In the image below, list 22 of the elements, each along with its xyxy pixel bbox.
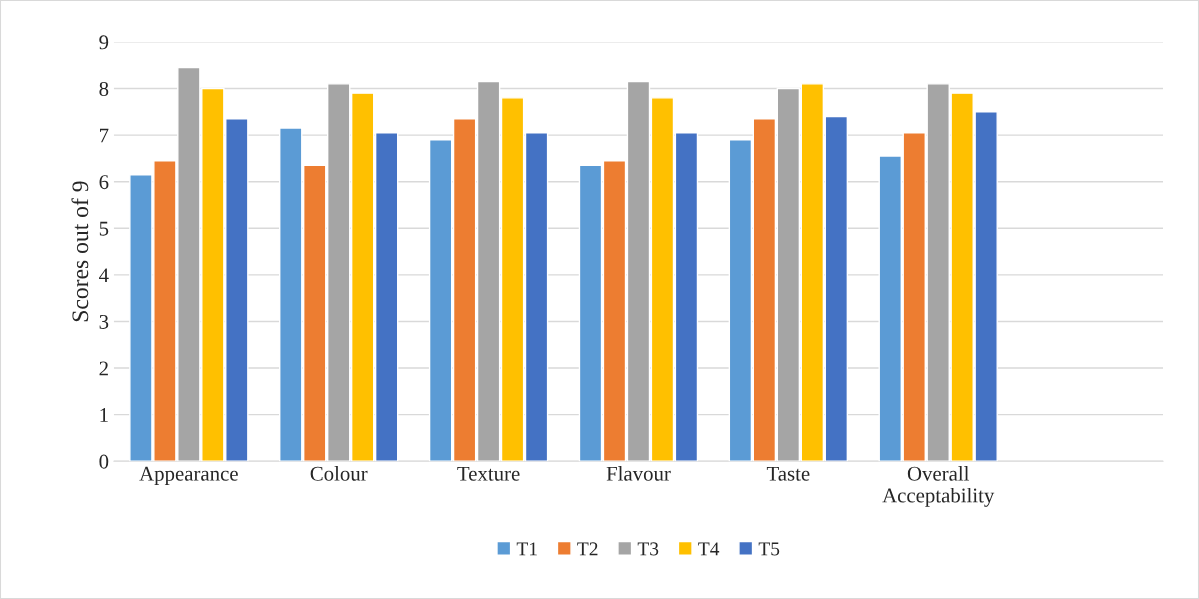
y-tick-label: 3 (99, 314, 109, 329)
y-tick-label: 5 (99, 221, 109, 236)
y-axis-title: Scores out of 9 (71, 181, 89, 322)
x-tick-label: Colour (310, 466, 368, 481)
y-tick-label: 6 (99, 175, 109, 190)
legend-label: T2 (577, 542, 598, 556)
y-tick-label: 4 (99, 268, 109, 283)
legend-label: T3 (637, 542, 659, 556)
x-tick-label: Taste (766, 466, 810, 481)
y-tick-label: 0 (99, 454, 109, 469)
x-tick-label: Flavour (606, 466, 671, 481)
legend-label: T1 (516, 542, 537, 556)
y-tick-label: 9 (99, 35, 109, 50)
y-tick-label: 2 (99, 361, 108, 376)
x-tick-label: Texture (457, 466, 520, 481)
legend-label: T4 (698, 542, 720, 556)
y-tick-label: 1 (100, 408, 108, 422)
y-tick-label: 7 (100, 128, 109, 143)
legend-label: T5 (758, 542, 780, 556)
y-tick-label: 8 (99, 81, 109, 96)
x-tick-label: Appearance (139, 466, 238, 485)
x-tick-label: Overall Acceptability (882, 466, 995, 507)
